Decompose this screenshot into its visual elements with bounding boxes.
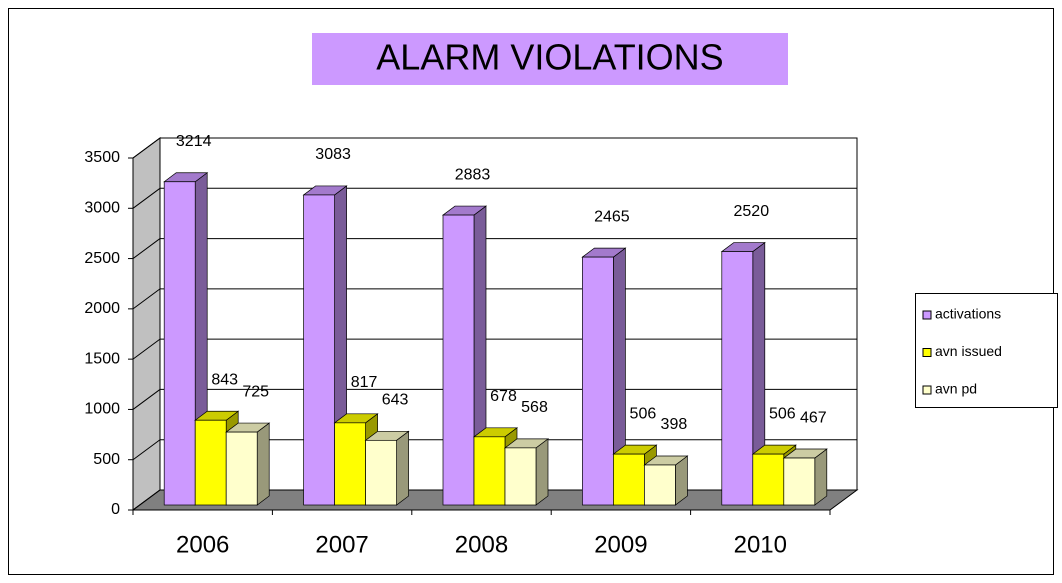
data-label: 2520 xyxy=(734,203,770,220)
legend-label: activations xyxy=(935,306,1001,322)
bar-front xyxy=(644,464,676,506)
bar xyxy=(782,448,828,506)
data-label: 398 xyxy=(661,416,688,433)
bar-front xyxy=(504,447,537,506)
bar xyxy=(441,205,488,506)
bar xyxy=(720,241,766,506)
grid-line xyxy=(132,338,161,360)
y-tick-label: 2500 xyxy=(84,250,120,267)
bar xyxy=(581,247,627,506)
data-label: 3083 xyxy=(315,146,351,163)
bar-side xyxy=(535,438,549,506)
grid-line xyxy=(132,187,161,209)
data-label: 506 xyxy=(630,405,657,422)
bar-front xyxy=(365,439,397,506)
bar-front xyxy=(473,436,506,506)
data-label: 817 xyxy=(351,374,378,391)
data-label: 2465 xyxy=(594,208,630,225)
data-label: 3214 xyxy=(176,133,212,150)
bar-side xyxy=(256,422,270,506)
grid-line xyxy=(132,439,161,461)
bar xyxy=(503,438,550,506)
y-tick-label: 0 xyxy=(111,501,120,518)
bar-front xyxy=(442,214,475,506)
legend-label: avn issued xyxy=(935,343,1002,359)
chart-title: ALARM VIOLATIONS xyxy=(376,37,723,78)
legend-swatch xyxy=(922,310,932,320)
bar-front xyxy=(194,419,227,506)
bar-front xyxy=(225,431,258,506)
legend-swatch xyxy=(922,385,932,395)
bar-front xyxy=(721,251,754,506)
grid-line xyxy=(132,137,161,159)
grid-line xyxy=(132,489,161,511)
x-tick-label: 2008 xyxy=(455,531,508,558)
bar-front xyxy=(613,453,645,506)
data-label: 568 xyxy=(521,399,548,416)
y-tick-label: 500 xyxy=(93,451,120,468)
data-label: 843 xyxy=(211,371,238,388)
bar-front xyxy=(334,422,366,506)
y-tick-label: 3500 xyxy=(84,149,120,166)
bar xyxy=(643,455,689,506)
bar xyxy=(364,430,410,506)
bar-side xyxy=(396,430,409,506)
data-label: 2883 xyxy=(455,166,491,183)
x-tick-label: 2010 xyxy=(734,531,787,558)
grid-line xyxy=(132,288,161,310)
y-tick-label: 1000 xyxy=(84,401,120,418)
data-label: 506 xyxy=(769,405,796,422)
bar xyxy=(225,422,271,506)
left-wall xyxy=(132,137,161,511)
y-tick-label: 3000 xyxy=(84,200,120,217)
x-tick-label: 2009 xyxy=(594,531,647,558)
bar-front xyxy=(163,181,196,506)
x-tick-label: 2006 xyxy=(176,531,229,558)
grid-line xyxy=(132,389,161,410)
data-label: 678 xyxy=(490,388,517,405)
bar-front xyxy=(752,453,785,506)
legend-swatch xyxy=(922,348,932,357)
x-tick-label: 2007 xyxy=(315,531,368,558)
y-tick-label: 1500 xyxy=(84,350,120,367)
title-background xyxy=(312,33,788,85)
bar-front xyxy=(303,194,335,506)
data-label: 725 xyxy=(242,383,269,400)
legend-box xyxy=(915,293,1058,408)
data-label: 643 xyxy=(382,392,409,409)
y-tick-label: 2000 xyxy=(84,300,120,317)
bar-side xyxy=(814,448,828,506)
grid-line xyxy=(132,238,161,259)
data-label: 467 xyxy=(800,409,827,426)
bar-front xyxy=(582,256,614,506)
bar-front xyxy=(783,457,816,506)
legend-label: avn pd xyxy=(935,381,977,397)
